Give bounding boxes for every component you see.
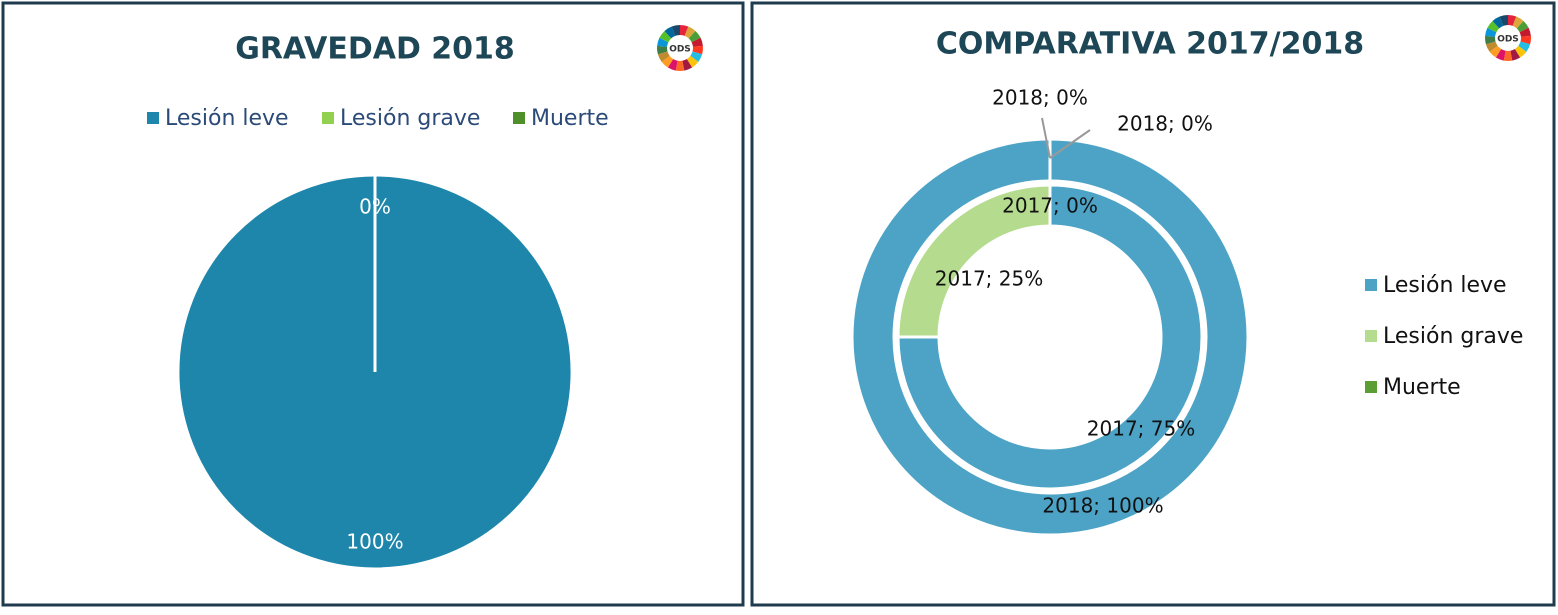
logo-segment: [690, 51, 703, 62]
logo-segment: [659, 31, 672, 43]
slice: [896, 183, 1204, 491]
data-label: 2017; 0%: [1002, 194, 1098, 218]
logo-segment: [657, 37, 669, 47]
data-label: 2018; 100%: [1042, 494, 1163, 518]
legend-label: Muerte: [1383, 375, 1461, 400]
logo-segment: [1499, 14, 1508, 26]
logo-segment: [661, 55, 674, 68]
logo-segment: [686, 55, 699, 68]
logo-segment: [1512, 16, 1524, 29]
logo-segment: [657, 51, 670, 62]
logo-segment: [1520, 35, 1531, 45]
logo-segment: [1495, 49, 1506, 61]
logo-text: ODS: [669, 45, 691, 55]
data-label: 2018; 0%: [1117, 112, 1213, 136]
logo-text: ODS: [1497, 35, 1519, 45]
logo-segment: [664, 26, 676, 39]
logo-segment: [682, 59, 693, 71]
logo-segment: [1508, 14, 1517, 26]
logo-segment: [671, 24, 680, 36]
legend-swatch: [1365, 279, 1377, 291]
legend-label: Lesión leve: [1383, 273, 1507, 298]
slice: [850, 137, 1250, 537]
logo-segment: [1492, 16, 1504, 29]
logo-segment: [680, 24, 689, 36]
data-label: 2017; 75%: [1087, 417, 1195, 441]
chart-title: COMPARATIVA 2017/2018: [936, 27, 1364, 62]
legend-swatch: [513, 112, 525, 124]
legend-swatch: [322, 112, 334, 124]
legend-label: Muerte: [531, 106, 609, 131]
data-label: 0%: [359, 195, 391, 219]
data-label: 2017; 25%: [935, 267, 1043, 291]
logo-segment: [1485, 27, 1497, 37]
logo-segment: [684, 26, 696, 39]
logo-segment: [691, 37, 703, 47]
legend-swatch: [1365, 330, 1377, 342]
logo-segment: [1519, 27, 1531, 37]
logo-segment: [667, 59, 678, 71]
logo-segment: [1518, 41, 1531, 52]
chart-title: GRAVEDAD 2018: [235, 32, 515, 67]
logo-segment: [1489, 45, 1502, 58]
logo-segment: [657, 45, 668, 55]
logo-segment: [688, 31, 701, 43]
logo-segment: [1516, 21, 1529, 33]
logo-segment: [1514, 45, 1527, 58]
logo-segment: [1503, 50, 1513, 62]
logo-segment: [1485, 35, 1496, 45]
logo-segment: [692, 45, 703, 55]
leader-line: [1041, 117, 1091, 159]
legend-label: Lesión grave: [340, 106, 480, 131]
data-label: 2018; 0%: [992, 86, 1088, 110]
logo-segment: [675, 60, 685, 72]
data-label: 100%: [346, 530, 403, 554]
legend-swatch: [1365, 381, 1377, 393]
legend-swatch: [147, 112, 159, 124]
logo-segment: [1485, 41, 1498, 52]
legend-label: Lesión leve: [165, 106, 289, 131]
legend-label: Lesión grave: [1383, 324, 1523, 349]
logo-segment: [1487, 21, 1500, 33]
logo-segment: [1510, 49, 1521, 61]
